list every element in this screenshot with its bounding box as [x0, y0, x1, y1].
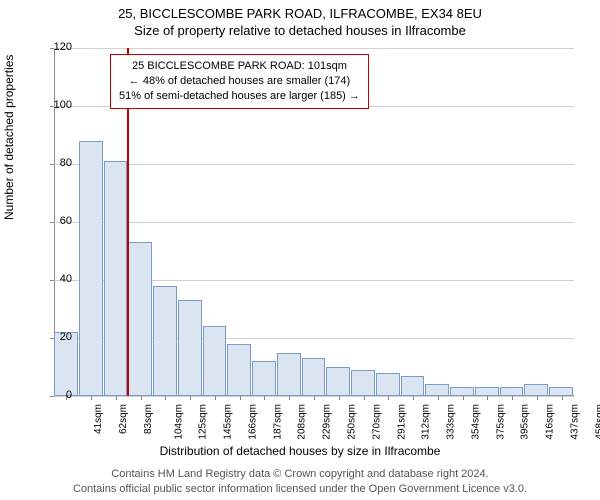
y-tick-label: 40 [42, 273, 72, 285]
y-axis-label: Number of detached properties [2, 55, 16, 220]
x-tick-label: 250sqm [347, 404, 358, 440]
histogram-bar [500, 387, 524, 396]
x-tick-label: 145sqm [223, 404, 234, 440]
x-tick-label: 62sqm [118, 404, 129, 434]
y-tick-label: 60 [42, 215, 72, 227]
histogram-bar [549, 387, 573, 396]
x-tick-label: 83sqm [143, 404, 154, 434]
x-tick-mark [438, 396, 439, 400]
x-tick-mark [487, 396, 488, 400]
histogram-bar [203, 326, 227, 396]
x-tick-mark [339, 396, 340, 400]
x-tick-mark [240, 396, 241, 400]
x-tick-label: 291sqm [396, 404, 407, 440]
y-tick-label: 0 [42, 389, 72, 401]
callout-line2: ← 48% of detached houses are smaller (17… [119, 74, 360, 89]
histogram-bar [425, 384, 449, 396]
x-tick-label: 354sqm [470, 404, 481, 440]
histogram-bar [450, 387, 474, 396]
plot-area: 25 BICCLESCOMBE PARK ROAD: 101sqm ← 48% … [54, 48, 574, 396]
x-tick-mark [512, 396, 513, 400]
x-tick-label: 333sqm [446, 404, 457, 440]
histogram-bar [277, 353, 301, 397]
x-tick-mark [537, 396, 538, 400]
footer: Contains HM Land Registry data © Crown c… [0, 467, 600, 496]
x-tick-label: 312sqm [421, 404, 432, 440]
x-tick-mark [413, 396, 414, 400]
histogram-bar [227, 344, 251, 396]
x-tick-label: 458sqm [594, 404, 600, 440]
y-tick-label: 120 [42, 41, 72, 53]
y-tick-label: 20 [42, 331, 72, 343]
histogram-bar [302, 358, 326, 396]
x-tick-label: 270sqm [371, 404, 382, 440]
histogram-bar [326, 367, 350, 396]
x-tick-label: 375sqm [495, 404, 506, 440]
grid-line [54, 222, 574, 223]
callout-line1: 25 BICCLESCOMBE PARK ROAD: 101sqm [119, 59, 360, 74]
x-tick-label: 166sqm [248, 404, 259, 440]
x-tick-mark [215, 396, 216, 400]
histogram-bar [401, 376, 425, 396]
x-tick-label: 229sqm [322, 404, 333, 440]
x-axis-label: Distribution of detached houses by size … [0, 444, 600, 458]
callout-box: 25 BICCLESCOMBE PARK ROAD: 101sqm ← 48% … [110, 54, 369, 109]
chart-title: 25, BICCLESCOMBE PARK ROAD, ILFRACOMBE, … [0, 0, 600, 21]
footer-line1: Contains HM Land Registry data © Crown c… [0, 467, 600, 481]
x-tick-mark [289, 396, 290, 400]
histogram-bar [153, 286, 177, 396]
footer-line2: Contains official public sector informat… [0, 482, 600, 496]
x-tick-label: 208sqm [297, 404, 308, 440]
histogram-bar [376, 373, 400, 396]
x-tick-mark [388, 396, 389, 400]
histogram-bar [79, 141, 103, 396]
x-tick-label: 437sqm [569, 404, 580, 440]
grid-line [54, 164, 574, 165]
x-tick-mark [364, 396, 365, 400]
x-tick-mark [562, 396, 563, 400]
chart-subtitle: Size of property relative to detached ho… [0, 21, 600, 38]
x-tick-mark [91, 396, 92, 400]
histogram-bar [178, 300, 202, 396]
x-tick-label: 104sqm [173, 404, 184, 440]
chart-container: 25, BICCLESCOMBE PARK ROAD, ILFRACOMBE, … [0, 0, 600, 500]
x-tick-mark [314, 396, 315, 400]
x-tick-label: 125sqm [198, 404, 209, 440]
x-tick-label: 41sqm [93, 404, 104, 434]
x-tick-mark [463, 396, 464, 400]
histogram-bar [475, 387, 499, 396]
y-tick-label: 100 [42, 99, 72, 111]
histogram-bar [351, 370, 375, 396]
x-tick-label: 395sqm [520, 404, 531, 440]
x-tick-mark [190, 396, 191, 400]
grid-line [54, 48, 574, 49]
x-tick-mark [264, 396, 265, 400]
histogram-bar [252, 361, 276, 396]
x-tick-mark [116, 396, 117, 400]
x-tick-mark [141, 396, 142, 400]
callout-line3: 51% of semi-detached houses are larger (… [119, 89, 360, 104]
x-tick-mark [165, 396, 166, 400]
histogram-bar [524, 384, 548, 396]
histogram-bar [104, 161, 128, 396]
x-tick-label: 187sqm [272, 404, 283, 440]
y-tick-label: 80 [42, 157, 72, 169]
x-tick-label: 416sqm [545, 404, 556, 440]
histogram-bar [128, 242, 152, 396]
